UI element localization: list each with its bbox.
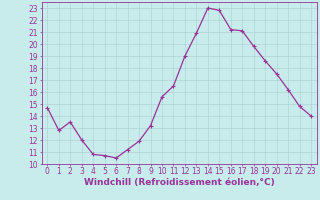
X-axis label: Windchill (Refroidissement éolien,°C): Windchill (Refroidissement éolien,°C) (84, 178, 275, 187)
